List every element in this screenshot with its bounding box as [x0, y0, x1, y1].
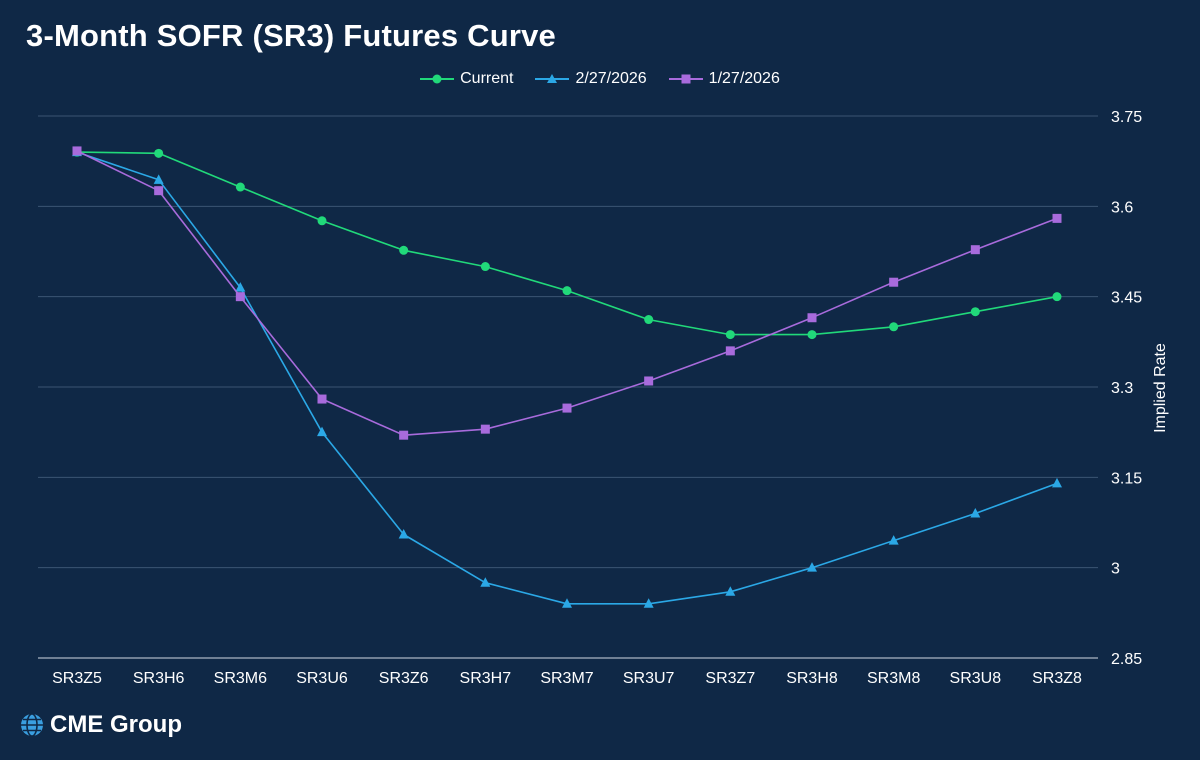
x-tick-label: SR3M7 [540, 670, 593, 687]
data-point-2-27-2026 [562, 598, 572, 608]
legend-swatch-2-27-2026 [535, 74, 570, 83]
y-tick-label: 3.15 [1111, 470, 1142, 487]
data-point-current [154, 148, 164, 158]
data-point-2-27-2026 [480, 577, 491, 587]
x-tick-label: SR3Z6 [379, 670, 429, 687]
data-point-1-27-2026 [562, 403, 572, 413]
legend-label-2-27-2026: 2/27/2026 [575, 70, 647, 87]
legend-label-current: Current [460, 70, 514, 87]
data-point-current [889, 322, 899, 332]
globe-icon [21, 713, 43, 737]
x-tick-label: SR3M8 [867, 670, 920, 687]
data-point-current [399, 245, 409, 255]
y-tick-label: 3.75 [1111, 109, 1142, 126]
x-tick-label: SR3H7 [460, 670, 512, 687]
data-point-2-27-2026 [970, 507, 981, 518]
data-point-current [480, 262, 490, 272]
y-tick-label: 3.3 [1111, 380, 1133, 397]
data-point-1-27-2026 [970, 245, 980, 255]
data-point-current [1052, 292, 1062, 302]
y-tick-label: 3 [1111, 561, 1120, 578]
data-point-2-27-2026 [1052, 477, 1062, 488]
data-point-current [807, 330, 817, 340]
x-tick-label: SR3U7 [623, 670, 675, 687]
data-point-2-27-2026 [235, 282, 246, 292]
legend-swatch-current [420, 74, 455, 84]
y-tick-label: 2.85 [1111, 651, 1142, 668]
brand-logo: CME Group [20, 711, 182, 739]
data-point-1-27-2026 [644, 376, 654, 386]
data-point-current [235, 182, 245, 192]
data-point-1-27-2026 [235, 292, 245, 302]
y-axis-title: Implied Rate [1152, 343, 1169, 433]
series-line-current [76, 151, 1058, 336]
data-point-1-27-2026 [1052, 213, 1062, 223]
x-tick-label: SR3M6 [214, 670, 267, 687]
x-tick-label: SR3U8 [950, 670, 1002, 687]
x-tick-label: SR3H8 [786, 670, 838, 687]
legend-item-2-27-2026[interactable]: 2/27/2026 [535, 70, 647, 88]
y-tick-label: 3.45 [1111, 290, 1142, 307]
data-point-1-27-2026 [317, 394, 327, 404]
x-tick-label: SR3Z5 [52, 670, 102, 687]
data-point-2-27-2026 [725, 586, 736, 596]
brand-name: CME Group [50, 711, 182, 738]
data-point-current [562, 286, 572, 296]
chart-title: 3-Month SOFR (SR3) Futures Curve [26, 18, 556, 53]
legend-item-1-27-2026[interactable]: 1/27/2026 [668, 70, 780, 88]
data-point-2-27-2026 [317, 426, 327, 437]
series-line-2-27-2026 [76, 151, 1058, 605]
data-point-current [970, 307, 980, 317]
data-point-current [644, 315, 654, 325]
x-tick-label: SR3H6 [133, 670, 185, 687]
data-point-1-27-2026 [399, 430, 409, 440]
y-tick-label: 3.6 [1111, 199, 1133, 216]
x-tick-label: SR3U6 [296, 670, 348, 687]
data-point-2-27-2026 [888, 535, 899, 545]
data-point-1-27-2026 [807, 313, 817, 323]
legend-item-current[interactable]: Current [420, 70, 513, 88]
data-point-2-27-2026 [807, 562, 817, 572]
data-point-current [317, 216, 327, 226]
data-point-2-27-2026 [153, 174, 164, 184]
data-point-1-27-2026 [725, 346, 735, 356]
data-point-current [725, 330, 735, 340]
data-point-2-27-2026 [398, 529, 409, 539]
data-point-1-27-2026 [72, 146, 82, 156]
data-point-1-27-2026 [480, 424, 490, 434]
data-point-2-27-2026 [643, 598, 654, 608]
legend: Current 2/27/2026 1/27/2026 [0, 70, 1200, 88]
x-tick-label: SR3Z8 [1032, 670, 1082, 687]
data-point-1-27-2026 [154, 186, 164, 196]
data-point-1-27-2026 [889, 277, 899, 287]
x-tick-label: SR3Z7 [705, 670, 755, 687]
legend-swatch-1-27-2026 [668, 74, 703, 84]
legend-label-1-27-2026: 1/27/2026 [708, 70, 780, 87]
